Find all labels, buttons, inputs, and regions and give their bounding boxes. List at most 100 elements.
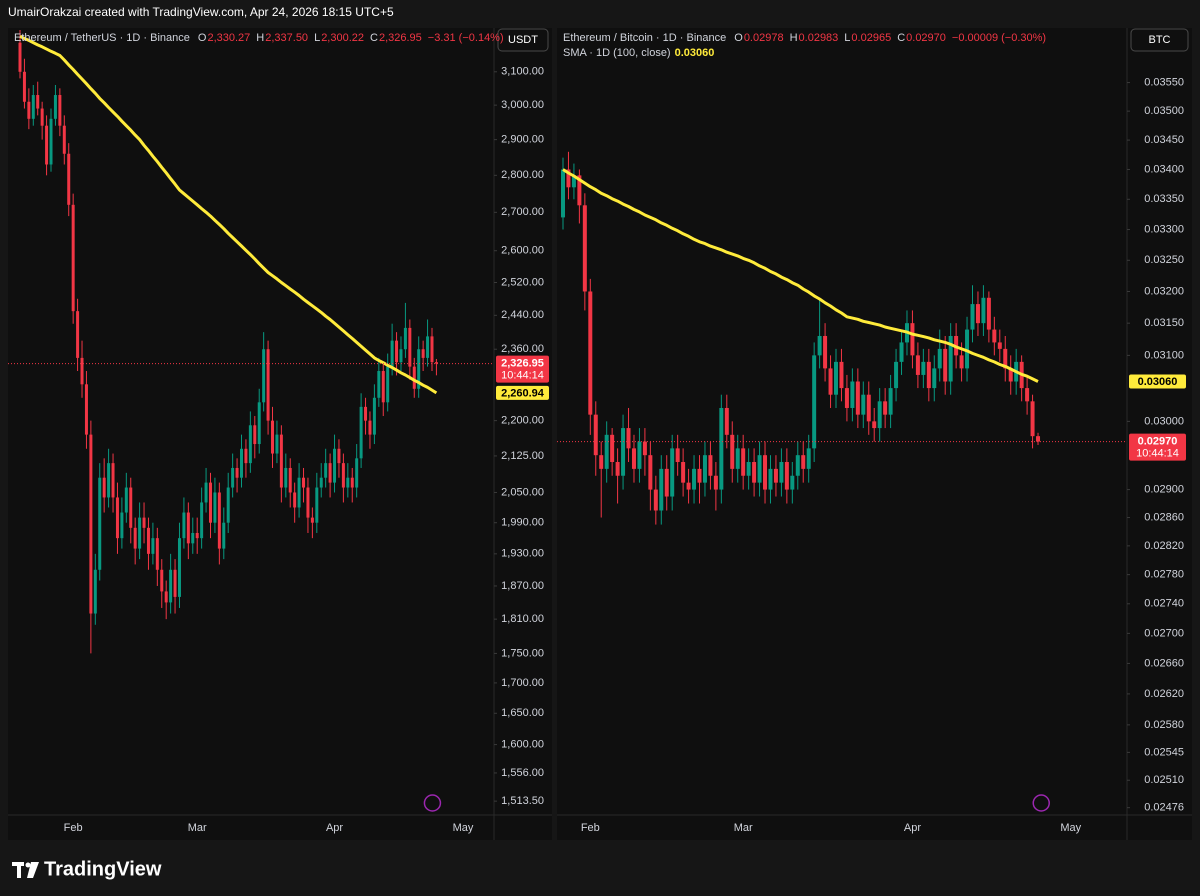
candle-body: [49, 118, 53, 165]
candle-body: [53, 95, 57, 119]
candle-body: [861, 394, 866, 415]
candle-body: [262, 349, 266, 403]
candle-body: [142, 517, 146, 528]
sma-line: [562, 168, 1039, 383]
currency-badge: [1130, 28, 1189, 52]
candle-body: [173, 569, 177, 597]
candle-body: [839, 361, 844, 389]
candle-body: [111, 463, 115, 498]
candle-body: [801, 455, 806, 469]
candle-body: [151, 538, 155, 554]
candle-body: [943, 348, 948, 382]
y-tick-label: 1,556.00: [501, 767, 544, 779]
candle-body: [670, 448, 675, 497]
candle-body: [244, 448, 248, 464]
candle-body: [615, 462, 620, 476]
y-tick-label: 2,050.00: [501, 486, 544, 498]
candle-body: [588, 291, 593, 415]
sma-line: [19, 34, 438, 395]
candle-body: [421, 349, 425, 358]
y-tick-label: 0.02660: [1144, 657, 1184, 669]
legend-key: C: [897, 32, 905, 44]
candle-body: [324, 463, 328, 478]
y-tick-label: 0.02700: [1144, 627, 1184, 639]
candle-body: [417, 349, 421, 389]
legend-symbol: Ethereum / Bitcoin · 1D · Binance: [563, 32, 726, 44]
legend-value: 0.02978: [744, 32, 784, 44]
brand-logo: [12, 862, 39, 878]
candle-body: [328, 463, 332, 483]
x-tick-label: Apr: [904, 822, 921, 834]
legend-value: 2,326.95: [379, 32, 422, 44]
candle-body: [36, 95, 40, 109]
candle-body: [648, 455, 653, 490]
sma-price-label: 2,260.94: [501, 387, 545, 399]
candle-body: [834, 361, 838, 395]
candle-body: [806, 448, 811, 469]
candle-body: [910, 323, 915, 356]
candle-body: [937, 348, 942, 369]
candle-body: [921, 361, 926, 375]
candle-body: [346, 477, 350, 488]
candle-body: [390, 340, 394, 367]
y-tick-label: 0.03500: [1144, 105, 1184, 117]
legend-key: L: [844, 32, 850, 44]
candle-body: [302, 477, 306, 488]
candle-body: [297, 477, 301, 508]
y-tick-label: 1,870.00: [501, 580, 544, 592]
legend-key: C: [370, 32, 378, 44]
sma-legend-value: 0.03060: [675, 47, 715, 59]
candle-body: [664, 468, 669, 497]
y-tick-label: 2,200.00: [501, 415, 544, 427]
candle-body: [226, 487, 230, 523]
y-tick-label: 1,990.00: [501, 517, 544, 529]
candle-body: [169, 569, 173, 603]
candle-body: [120, 512, 124, 539]
sma-price-label: 0.03060: [1138, 376, 1178, 388]
candle-body: [231, 467, 235, 488]
y-tick-label: 1,750.00: [501, 647, 544, 659]
candle-body: [253, 425, 257, 445]
candle-body: [757, 455, 762, 483]
candle-body: [84, 384, 88, 435]
candle-body: [350, 477, 354, 488]
candle-body: [102, 477, 106, 498]
y-tick-label: 0.03100: [1144, 349, 1184, 361]
candle-body: [642, 441, 647, 456]
candle-body: [288, 467, 292, 493]
y-tick-label: 1,810.00: [501, 613, 544, 625]
candle-body: [741, 448, 746, 476]
candle-body: [22, 71, 26, 102]
candle-body: [926, 361, 931, 389]
legend-value: 2,337.50: [265, 32, 308, 44]
candle-body: [337, 448, 341, 464]
header-text: UmairOrakzai created with TradingView.co…: [8, 5, 394, 19]
candle-body: [368, 420, 372, 435]
candle-body: [133, 527, 137, 549]
y-tick-label: 0.03400: [1144, 163, 1184, 175]
y-tick-label: 0.03000: [1144, 415, 1184, 427]
sma-legend-label: SMA · 1D (100, close): [563, 47, 671, 59]
candle-body: [67, 153, 71, 205]
y-tick-label: 2,800.00: [501, 169, 544, 181]
candle-body: [599, 455, 604, 469]
candle-body: [248, 425, 252, 464]
candle-body: [823, 335, 828, 369]
legend-value: 0.02970: [906, 32, 946, 44]
last-price-box: [1129, 433, 1186, 461]
candle-body: [997, 342, 1002, 349]
candle-body: [377, 371, 381, 398]
sma-price-box: [496, 385, 549, 400]
legend-key: O: [198, 32, 207, 44]
candle-body: [795, 455, 800, 476]
candle-body: [240, 448, 243, 478]
y-tick-label: 0.02545: [1144, 746, 1184, 758]
y-tick-label: 0.03550: [1144, 76, 1184, 88]
candle-body: [310, 517, 314, 523]
candle-body: [566, 169, 571, 188]
candle-body: [844, 388, 849, 408]
candle-body: [692, 468, 697, 490]
candle-body: [177, 538, 181, 597]
candle-body: [681, 462, 686, 483]
